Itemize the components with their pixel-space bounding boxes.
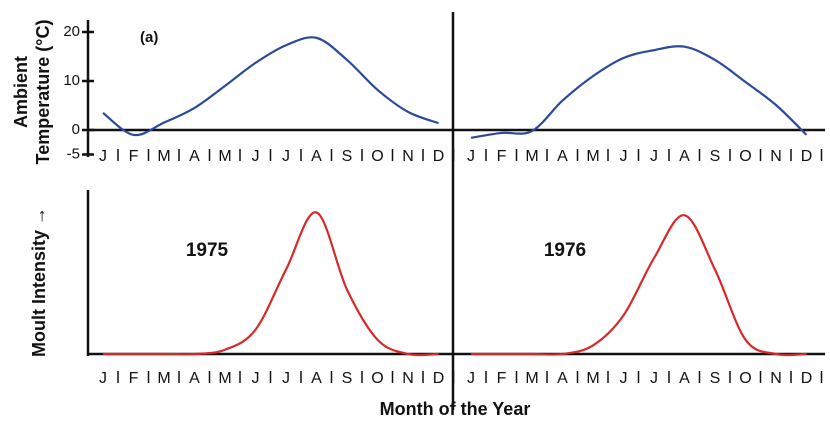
x-tick-label: A — [189, 370, 200, 387]
x-tick-label: M — [157, 148, 170, 165]
x-tick-label: J — [99, 370, 107, 387]
x-tick-label: J — [99, 148, 107, 165]
y-label: Moult Intensity → — [29, 207, 49, 357]
x-tick-label: A — [557, 148, 568, 165]
y-label: Ambient — [11, 56, 31, 128]
x-tick-label: J — [467, 370, 475, 387]
x-tick-label: M — [525, 148, 538, 165]
x-label: Month of the Year — [380, 399, 531, 419]
x-tick-label: M — [586, 148, 599, 165]
x-tick-label: O — [739, 148, 751, 165]
y-tick-label: -5 — [67, 145, 80, 162]
x-tick-label: M — [157, 370, 170, 387]
x-tick-label: N — [402, 370, 414, 387]
x-tick-label: J — [650, 148, 658, 165]
x-tick-label: M — [586, 370, 599, 387]
x-tick-label: J — [252, 370, 260, 387]
x-tick-label: F — [497, 148, 507, 165]
x-tick-label: F — [497, 370, 507, 387]
x-tick-label: A — [189, 148, 200, 165]
x-tick-label: O — [371, 370, 383, 387]
y-tick-label: 10 — [63, 72, 80, 89]
x-tick-label: J — [620, 370, 628, 387]
x-tick-label: S — [710, 148, 721, 165]
x-tick-label: J — [282, 148, 290, 165]
x-tick-label: M — [218, 148, 231, 165]
x-tick-label: M — [218, 370, 231, 387]
x-tick-label: D — [801, 148, 813, 165]
x-tick-label: F — [129, 148, 139, 165]
x-tick-label: A — [679, 370, 690, 387]
y-label: Temperature (°C) — [33, 20, 53, 165]
x-tick-label: D — [433, 370, 445, 387]
x-tick-label: J — [252, 148, 260, 165]
annotation: 1976 — [544, 240, 586, 261]
x-tick-label: J — [282, 370, 290, 387]
x-tick-label: A — [679, 148, 690, 165]
x-tick-label: N — [770, 370, 782, 387]
x-tick-label: F — [129, 370, 139, 387]
x-tick-label: A — [311, 370, 322, 387]
x-tick-label: N — [770, 148, 782, 165]
x-tick-label: S — [342, 148, 353, 165]
annotation: (a) — [140, 29, 158, 46]
x-tick-label: S — [342, 370, 353, 387]
data-line — [102, 36, 439, 137]
x-tick-label: O — [371, 148, 383, 165]
x-tick-label: M — [525, 370, 538, 387]
y-tick-label: 0 — [72, 121, 80, 138]
x-tick-label: N — [402, 148, 414, 165]
x-tick-label: A — [557, 370, 568, 387]
x-tick-label: J — [467, 148, 475, 165]
x-tick-label: S — [710, 370, 721, 387]
x-tick-label: D — [433, 148, 445, 165]
x-tick-label: J — [620, 148, 628, 165]
x-tick-label: D — [801, 370, 813, 387]
y-tick-label: 20 — [63, 23, 80, 40]
x-tick-label: J — [650, 370, 658, 387]
x-tick-label: O — [739, 370, 751, 387]
data-line — [102, 211, 439, 357]
x-tick-label: A — [311, 148, 322, 165]
data-line — [470, 45, 808, 139]
data-line — [470, 214, 807, 357]
annotation: 1975 — [186, 240, 229, 261]
